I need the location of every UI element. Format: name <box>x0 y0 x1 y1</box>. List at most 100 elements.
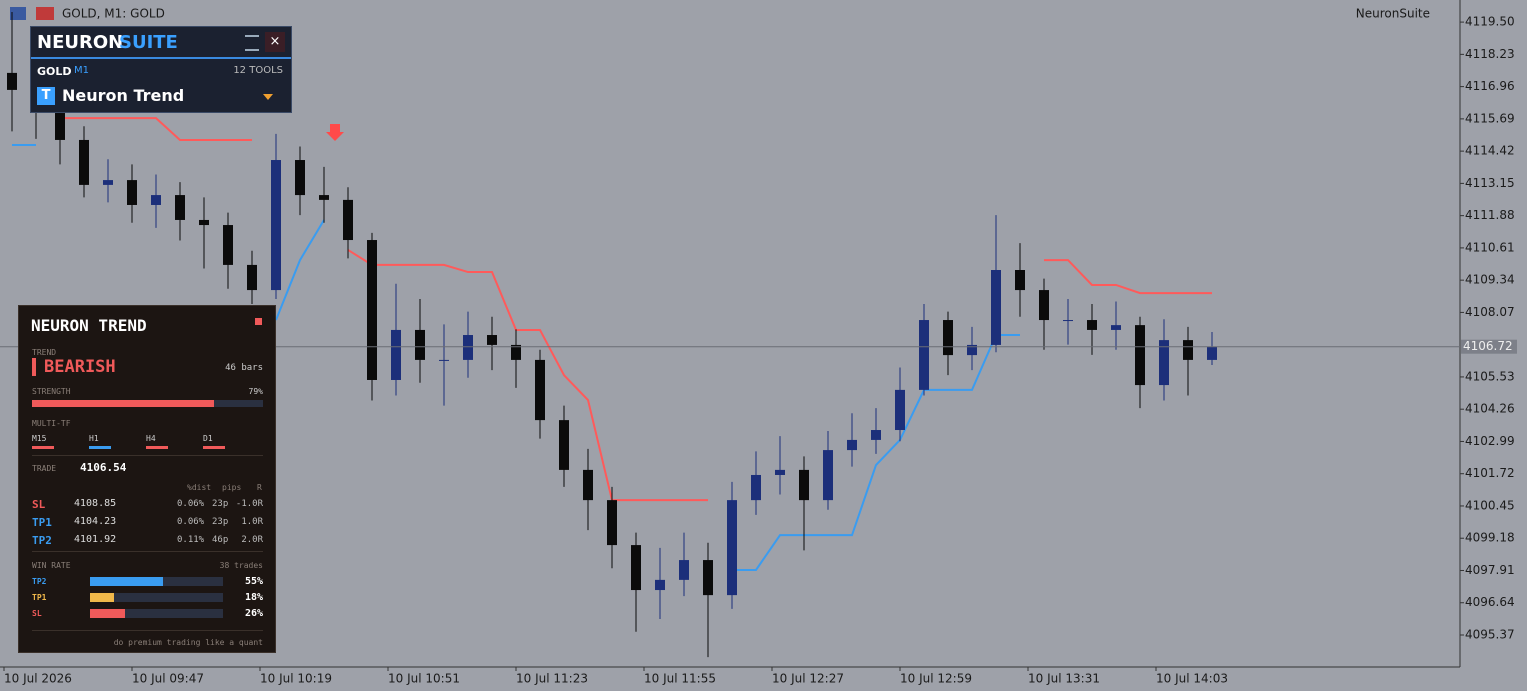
strength-track <box>32 400 263 407</box>
bars-count: 46 bars <box>225 363 263 373</box>
winrate-value: 55% <box>244 576 263 587</box>
x-tick-label: 10 Jul 10:51 <box>388 672 460 686</box>
level-name: SL <box>32 498 46 511</box>
x-tick-label: 10 Jul 2026 <box>4 672 72 686</box>
x-tick-label: 10 Jul 11:23 <box>516 672 588 686</box>
tool-icon: T <box>37 87 55 105</box>
candle-body <box>1039 290 1049 321</box>
brand-2: SUITE <box>119 32 178 53</box>
trend-line <box>12 144 1020 571</box>
y-tick-label: 4110.61 <box>1465 240 1515 254</box>
y-tick-label: 4119.50 <box>1465 15 1515 29</box>
candle-body <box>1135 325 1145 386</box>
candle-body <box>847 439 857 451</box>
mtf-indicator <box>146 446 168 449</box>
timeframe: M1 <box>74 65 89 76</box>
trend-line <box>60 117 1212 502</box>
indicator-icon[interactable] <box>36 7 54 20</box>
divider <box>32 630 263 631</box>
mtf-name: D1 <box>203 434 213 443</box>
candle-body <box>919 320 929 390</box>
settings-button[interactable] <box>245 35 259 51</box>
level-price: 4108.85 <box>74 498 117 509</box>
candle-body <box>727 500 737 596</box>
x-tick-label: 10 Jul 14:03 <box>1156 672 1228 686</box>
brand-1: NEURON <box>37 32 124 53</box>
candle-body <box>319 195 329 200</box>
trade-label: TRADE <box>32 464 57 473</box>
candle-body <box>415 329 425 360</box>
column-header: %dist <box>187 483 212 492</box>
candle-body <box>151 195 161 205</box>
window-title: GOLD, M1: GOLD <box>62 7 165 21</box>
level-pips: 23p <box>212 517 229 527</box>
level-r: 1.0R <box>241 517 263 527</box>
candle-body <box>895 389 905 431</box>
dropdown-arrow[interactable] <box>263 94 273 100</box>
x-tick-label: 10 Jul 09:47 <box>132 672 204 686</box>
candle-body <box>1063 320 1073 322</box>
candle-body <box>967 344 977 356</box>
trade-price: 4106.54 <box>80 461 127 474</box>
winrate-bar <box>90 609 125 618</box>
panel-title: NEURON TREND <box>31 316 147 335</box>
mtf-indicator <box>203 446 225 449</box>
candle-body <box>823 450 833 501</box>
strength-label: STRENGTH <box>32 387 71 396</box>
candle-body <box>655 579 665 591</box>
signal-arrow <box>326 124 344 141</box>
price-label-box <box>1461 339 1517 354</box>
suite-panel: NEURON SUITE × GOLD M1 12 TOOLS T Neuron… <box>30 26 292 113</box>
y-tick-label: 4097.91 <box>1465 563 1515 577</box>
candle-body <box>439 359 449 361</box>
candle-body <box>943 320 953 356</box>
winrate-name: TP2 <box>32 577 47 586</box>
candle-body <box>175 195 185 220</box>
level-dist: 0.11% <box>177 535 205 545</box>
candle-body <box>79 139 89 185</box>
candle-body <box>559 420 569 470</box>
candle-body <box>535 359 545 421</box>
candle-body <box>1111 325 1121 330</box>
x-tick-label: 10 Jul 11:55 <box>644 672 716 686</box>
winrate-bar <box>90 577 164 586</box>
mtf-label: MULTI-TF <box>32 419 71 428</box>
candle-body <box>1183 340 1193 360</box>
candle-body <box>367 240 377 380</box>
candle-body <box>607 500 617 546</box>
y-tick-label: 4096.64 <box>1465 595 1515 609</box>
close-button[interactable]: × <box>265 32 285 52</box>
tool-select[interactable]: Neuron Trend <box>62 86 185 105</box>
candle-body <box>751 474 761 501</box>
candle-body <box>1015 270 1025 291</box>
y-tick-label: 4100.45 <box>1465 498 1515 512</box>
y-tick-label: 4109.34 <box>1465 273 1515 287</box>
winrate-track <box>90 609 223 618</box>
winrate-value: 18% <box>244 592 263 603</box>
candle-body <box>7 72 17 90</box>
trades-count: 38 trades <box>219 561 263 570</box>
x-tick-label: 10 Jul 12:59 <box>900 672 972 686</box>
mtf-name: H1 <box>89 434 99 443</box>
level-price: 4101.92 <box>74 534 117 545</box>
status-dot <box>255 318 262 325</box>
level-price: 4104.23 <box>74 516 117 527</box>
candle-body <box>463 335 473 360</box>
candle-body <box>55 109 65 140</box>
menu-icon[interactable] <box>10 7 26 20</box>
strength-value: 79% <box>248 387 263 396</box>
winrate-track <box>90 577 223 586</box>
candle-body <box>223 225 233 265</box>
trend-value: BEARISH <box>44 357 116 377</box>
candle-body <box>103 180 113 185</box>
level-name: TP2 <box>32 534 52 547</box>
mtf-name: M15 <box>32 434 47 443</box>
candle-body <box>991 270 1001 345</box>
y-tick-label: 4102.99 <box>1465 434 1515 448</box>
candle-body <box>583 469 593 501</box>
winrate-label: WIN RATE <box>32 561 71 570</box>
candle-body <box>1159 340 1169 386</box>
level-name: TP1 <box>32 516 52 529</box>
y-tick-label: 4111.88 <box>1465 208 1515 222</box>
symbol: GOLD <box>37 65 72 78</box>
